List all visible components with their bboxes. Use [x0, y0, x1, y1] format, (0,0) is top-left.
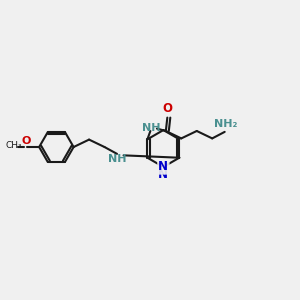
Text: N: N	[158, 160, 168, 173]
Text: NH₂: NH₂	[214, 119, 238, 129]
Text: O: O	[22, 136, 31, 146]
Text: NH: NH	[142, 123, 161, 133]
Text: O: O	[162, 102, 172, 115]
Text: NH: NH	[108, 154, 127, 164]
Text: N: N	[158, 167, 168, 181]
Text: CH₃: CH₃	[6, 141, 22, 150]
